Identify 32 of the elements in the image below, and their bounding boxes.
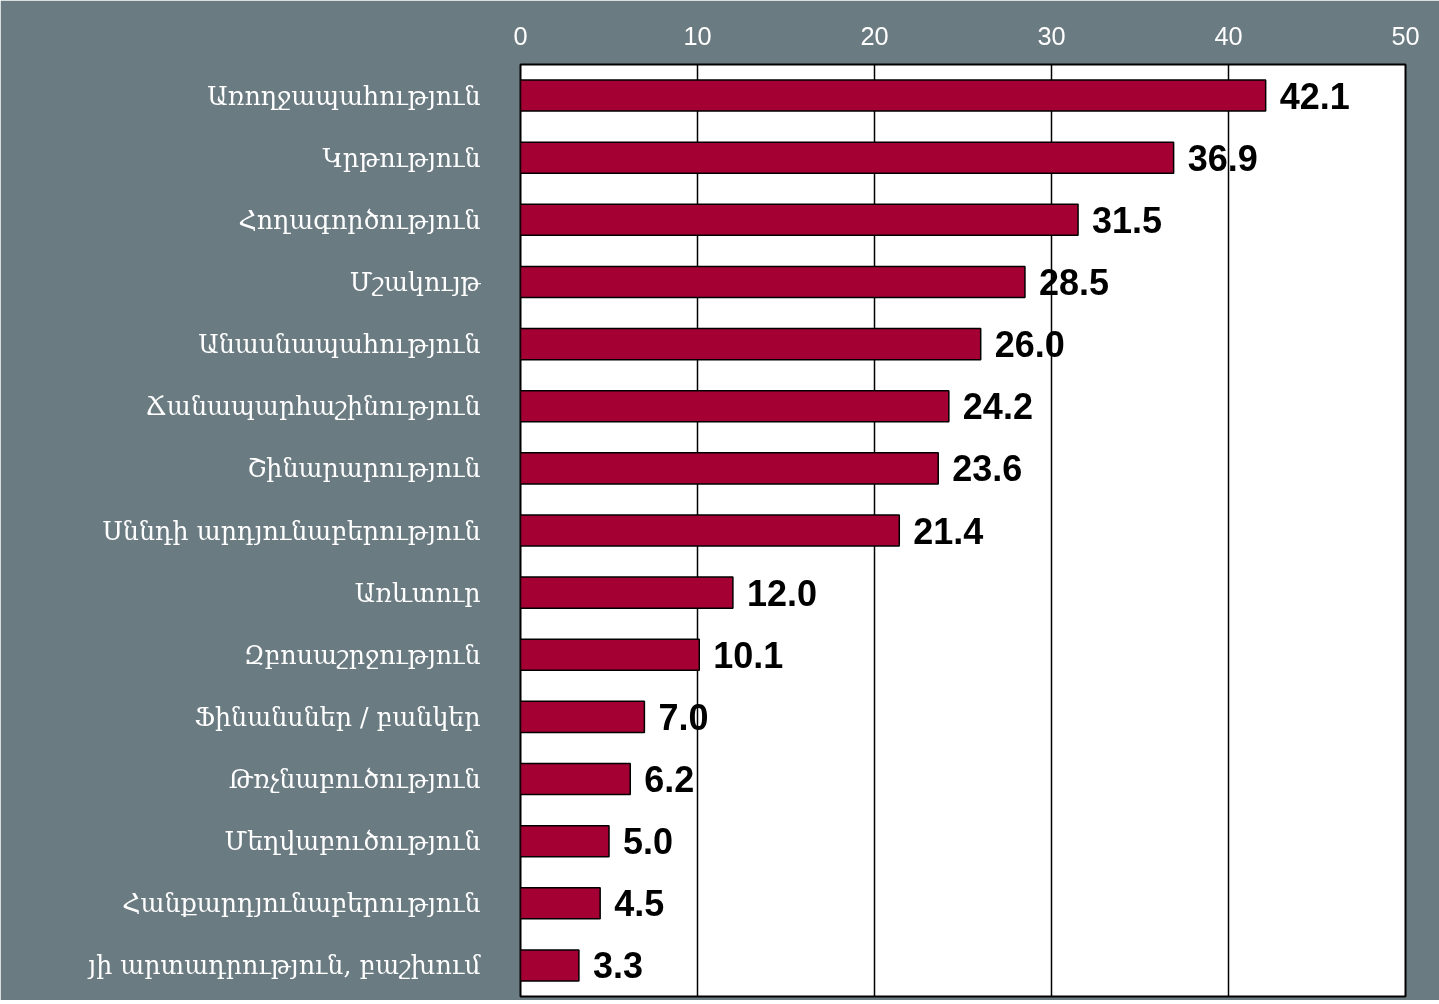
y-tick-label: Հանքարդյունաբերություն	[122, 888, 481, 919]
x-tick-label: 50	[1391, 21, 1420, 50]
data-label: 10.1	[713, 634, 784, 676]
y-tick-label: Ճանապարհաշինություն	[145, 391, 481, 422]
data-label: 23.6	[952, 448, 1023, 490]
y-tick-label: Ֆինանսներ / բանկեր	[194, 701, 481, 732]
data-label: 12.0	[746, 572, 817, 614]
x-tick-label: 0	[513, 21, 528, 50]
y-tick-label: Հողագործություն	[238, 204, 481, 235]
y-tick-label: Առևտուր	[354, 577, 481, 608]
x-tick-label: 10	[683, 21, 712, 50]
x-tick-label: 20	[860, 21, 889, 50]
y-tick-label: Մշակույթ	[349, 266, 482, 297]
x-tick-label: 40	[1214, 21, 1243, 50]
data-label: 4.5	[614, 883, 665, 925]
y-tick-label: Շինարարություն	[247, 453, 481, 484]
data-label: 31.5	[1092, 199, 1163, 241]
y-tick-label: Առողջապահություն	[207, 80, 481, 111]
y-tick-label: Մեղվաբուծություն	[224, 826, 481, 857]
y-tick-label: Անասնապահություն	[198, 329, 481, 360]
y-tick-label: Կրթություն	[322, 142, 481, 173]
data-label: 6.2	[644, 759, 695, 801]
y-tick-label: Թռչնաբուծություն	[228, 764, 481, 795]
x-tick-label: 30	[1037, 21, 1066, 50]
y-tick-label: յի արտադրություն, բաշխում	[87, 950, 482, 981]
y-tick-label: Սննդի արդյունաբերություն	[102, 515, 481, 546]
data-label: 5.0	[623, 821, 674, 863]
data-label: 3.3	[592, 945, 643, 987]
data-label: 21.4	[913, 510, 984, 552]
data-label: 42.1	[1279, 75, 1350, 117]
data-label: 24.2	[962, 386, 1033, 428]
y-tick-label: Զբոսաշրջություն	[243, 639, 481, 670]
